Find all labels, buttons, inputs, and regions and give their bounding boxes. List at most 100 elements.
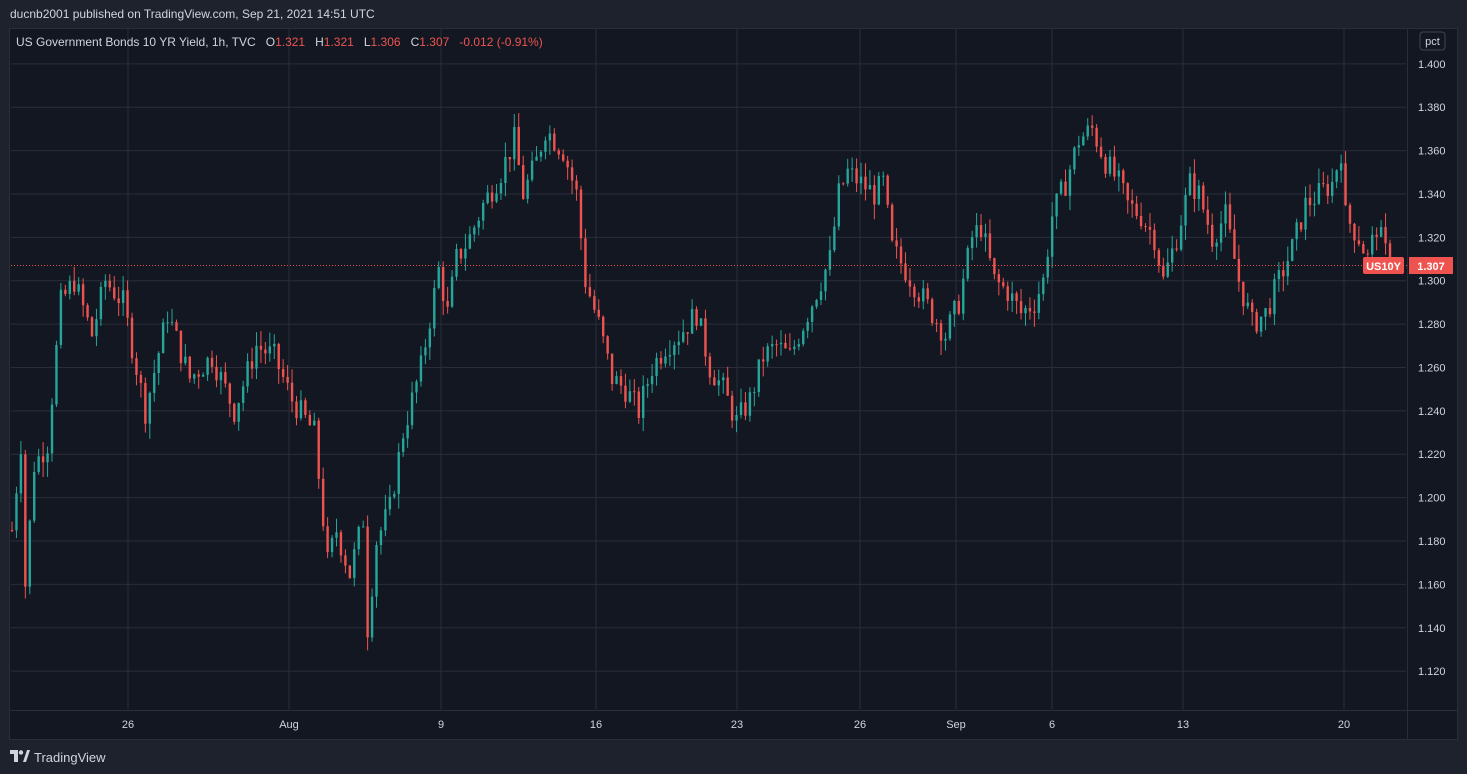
candle-body xyxy=(1002,282,1005,287)
candle-body xyxy=(1264,308,1267,317)
candle-body xyxy=(615,376,618,384)
candle-body xyxy=(419,355,423,382)
candle-body xyxy=(335,532,338,538)
candle-body xyxy=(353,549,356,578)
tradingview-brand[interactable]: TradingView xyxy=(10,748,106,766)
candle-body xyxy=(1206,209,1209,225)
candle-body xyxy=(806,321,809,331)
candle-body xyxy=(939,323,943,341)
candle-body xyxy=(126,290,129,318)
candle-body xyxy=(201,374,205,377)
candle-body xyxy=(833,226,836,251)
candle-body xyxy=(530,160,534,180)
candle-body xyxy=(117,298,120,303)
candle-body xyxy=(802,330,805,345)
candle-body xyxy=(326,526,329,553)
candle-body xyxy=(1113,156,1116,177)
candle-body xyxy=(1237,258,1241,282)
time-tick-label: 13 xyxy=(1177,719,1189,731)
candle-body xyxy=(410,392,414,426)
candle-body xyxy=(237,402,240,422)
candle-body xyxy=(277,343,280,370)
candle-body xyxy=(1277,270,1281,280)
candle-body xyxy=(250,361,254,369)
footer-bar xyxy=(0,740,1467,774)
candle-body xyxy=(1153,229,1156,251)
candle-body xyxy=(1042,277,1045,295)
candle-body xyxy=(64,289,67,294)
candle-body xyxy=(1299,222,1303,230)
candle-body xyxy=(926,288,929,300)
candle-body xyxy=(655,357,658,377)
candle-body xyxy=(713,377,716,386)
legend-title: US Government Bonds 10 YR Yield, 1h, TVC xyxy=(16,35,256,49)
candle-body xyxy=(348,565,352,578)
candle-body xyxy=(1144,226,1147,228)
candle-body xyxy=(1304,197,1307,230)
chart-legend[interactable]: US Government Bonds 10 YR Yield, 1h, TVC… xyxy=(16,35,543,49)
candle-body xyxy=(975,225,978,238)
candle-body xyxy=(28,520,31,587)
candle-body xyxy=(241,386,245,403)
candle-body xyxy=(557,150,560,155)
candle-body xyxy=(704,318,707,357)
candle-body xyxy=(544,140,547,152)
candle-body xyxy=(1322,183,1325,185)
candle-body xyxy=(619,376,623,386)
candle-body xyxy=(850,168,854,170)
candle-body xyxy=(1166,262,1169,277)
candle-body xyxy=(819,291,823,300)
candle-body xyxy=(593,296,596,310)
unit-button[interactable]: pct xyxy=(1419,31,1446,51)
candle-body xyxy=(548,133,552,141)
candle-body xyxy=(864,176,867,190)
chart-panel[interactable] xyxy=(9,28,1458,740)
candle-body xyxy=(735,414,738,421)
price-tick-label: 1.180 xyxy=(1418,536,1446,548)
candle-body xyxy=(1295,222,1298,240)
candle-body xyxy=(1242,281,1245,307)
candle-body xyxy=(193,374,196,379)
candle-body xyxy=(1202,185,1205,210)
candle-body xyxy=(935,323,938,325)
candle-body xyxy=(219,372,223,381)
unit-label: pct xyxy=(1425,36,1440,48)
legend-open: 1.321 xyxy=(275,35,306,49)
legend-change: -0.012 (-0.91%) xyxy=(459,35,543,49)
time-axis[interactable]: 26 Aug 9 16 23 26 Sep 6 13 20 xyxy=(122,719,1350,731)
candle-body xyxy=(953,300,956,315)
candle-body xyxy=(290,382,294,402)
time-tick-label: 20 xyxy=(1338,719,1350,731)
candle-body xyxy=(673,345,676,356)
candle-body xyxy=(179,330,183,364)
candle-body xyxy=(913,286,916,298)
price-tick-label: 1.160 xyxy=(1418,579,1446,591)
candle-body xyxy=(646,384,649,386)
candle-body xyxy=(1170,248,1174,263)
candle-body xyxy=(1388,243,1392,266)
candle-body xyxy=(628,391,632,402)
price-axis[interactable]: 1.120 1.140 1.160 1.180 1.200 1.220 1.240 1.260… xyxy=(1418,59,1446,678)
legend-l-label: L xyxy=(363,35,371,49)
candle-body xyxy=(1055,193,1058,217)
grid-lines xyxy=(11,29,1406,709)
candle-body xyxy=(139,374,143,384)
time-tick-label: 9 xyxy=(438,719,444,731)
candle-body xyxy=(144,383,147,424)
candle-body xyxy=(922,288,925,302)
candle-body xyxy=(1130,200,1134,204)
candle-body xyxy=(1024,307,1027,314)
candle-body xyxy=(130,317,134,359)
candle-body xyxy=(379,530,383,546)
candle-body xyxy=(1353,223,1356,241)
candle-body xyxy=(966,248,969,279)
candle-body xyxy=(1099,146,1103,157)
candle-body xyxy=(1348,205,1352,224)
candle-body xyxy=(393,493,396,497)
candle-body xyxy=(1273,279,1276,315)
candle-body xyxy=(15,493,18,531)
candle-body xyxy=(464,248,467,259)
candle-body xyxy=(584,238,587,288)
candle-body xyxy=(1019,301,1023,314)
